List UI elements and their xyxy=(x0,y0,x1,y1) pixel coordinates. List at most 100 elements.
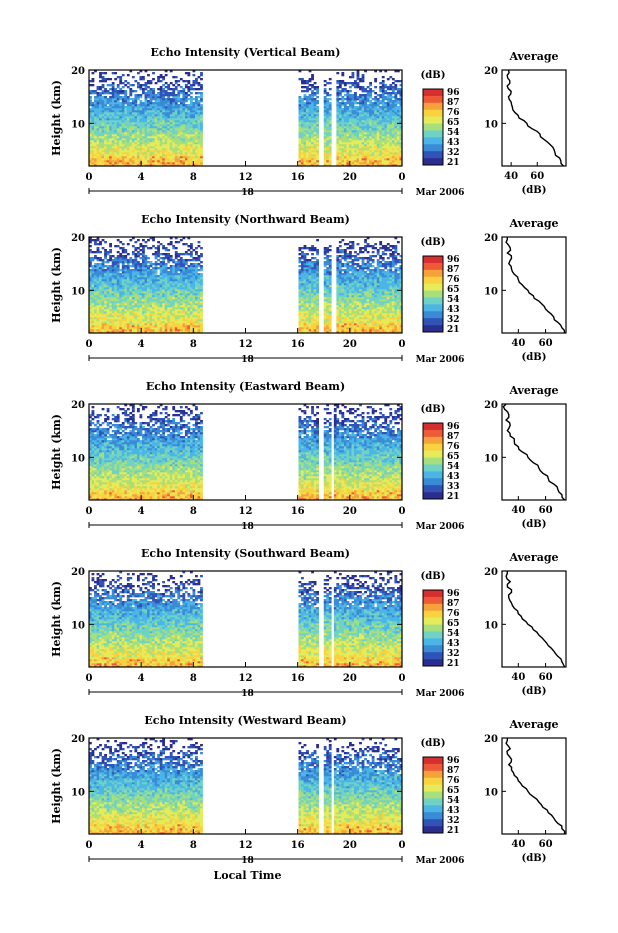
heatmap-cell xyxy=(152,138,155,140)
heatmap-cell xyxy=(114,116,117,118)
heatmap-cell xyxy=(129,118,132,120)
heatmap-cell xyxy=(170,88,173,90)
heatmap-cell xyxy=(185,269,188,271)
heatmap-cell xyxy=(117,267,120,269)
heatmap-cell xyxy=(185,311,188,313)
heatmap-cell xyxy=(367,146,370,148)
heatmap-cell xyxy=(182,118,185,120)
heatmap-cell xyxy=(309,120,312,122)
heatmap-cell xyxy=(394,158,397,160)
heatmap-cell xyxy=(190,148,193,150)
heatmap-cell xyxy=(346,120,349,122)
heatmap-cell xyxy=(122,247,125,249)
heatmap-cell xyxy=(172,271,175,273)
heatmap-cell xyxy=(364,148,367,150)
heatmap-cell xyxy=(122,243,125,245)
heatmap-cell xyxy=(177,291,180,293)
heatmap-cell xyxy=(122,277,125,279)
heatmap-cell xyxy=(112,110,115,112)
heatmap-cell xyxy=(127,116,130,118)
heatmap-cell xyxy=(107,253,110,255)
heatmap-cell xyxy=(299,128,302,130)
heatmap-cell xyxy=(139,275,142,277)
heatmap-cell xyxy=(112,114,115,116)
heatmap-cell xyxy=(397,156,400,158)
heatmap-cell xyxy=(127,301,130,303)
heatmap-cell xyxy=(369,144,372,146)
heatmap-cell xyxy=(187,293,190,295)
heatmap-cell xyxy=(324,128,327,130)
heatmap-cell xyxy=(102,295,105,297)
heatmap-cell xyxy=(190,327,193,329)
heatmap-cell xyxy=(94,327,97,329)
heatmap-cell xyxy=(200,138,203,140)
heatmap-cell xyxy=(177,106,180,108)
heatmap-cell xyxy=(175,241,178,243)
heatmap-cell xyxy=(114,301,117,303)
heatmap-cell xyxy=(147,277,150,279)
heatmap-cell xyxy=(316,124,319,126)
heatmap-cell xyxy=(160,253,163,255)
heatmap-cell xyxy=(117,132,120,134)
heatmap-cell xyxy=(352,150,355,152)
heatmap-cell xyxy=(185,315,188,317)
heatmap-cell xyxy=(147,156,150,158)
heatmap-cell xyxy=(172,108,175,110)
heatmap-cell xyxy=(109,120,112,122)
heatmap-cell xyxy=(127,323,130,325)
heatmap-cell xyxy=(139,299,142,301)
heatmap-cell xyxy=(324,136,327,138)
heatmap-cell xyxy=(392,112,395,114)
heatmap-cell xyxy=(324,158,327,160)
heatmap-cell xyxy=(374,80,377,82)
heatmap-cell xyxy=(367,118,370,120)
heatmap-cell xyxy=(137,313,140,315)
heatmap-cell xyxy=(192,84,195,86)
heatmap-cell xyxy=(185,116,188,118)
heatmap-cell xyxy=(387,128,390,130)
heatmap-cell xyxy=(354,116,357,118)
heatmap-cell xyxy=(147,154,150,156)
heatmap-cell xyxy=(152,154,155,156)
heatmap-cell xyxy=(157,152,160,154)
heatmap-cell xyxy=(142,309,145,311)
heatmap-cell xyxy=(107,321,110,323)
heatmap-cell xyxy=(109,138,112,140)
heatmap-cell xyxy=(117,152,120,154)
heatmap-cell xyxy=(132,259,135,261)
heatmap-cell xyxy=(132,162,135,164)
heatmap-cell xyxy=(119,146,122,148)
heatmap-cell xyxy=(150,138,153,140)
heatmap-cell xyxy=(97,142,100,144)
heatmap-cell xyxy=(394,94,397,96)
heatmap-cell xyxy=(114,140,117,142)
heatmap-cell xyxy=(132,152,135,154)
heatmap-cell xyxy=(152,297,155,299)
heatmap-cell xyxy=(109,126,112,128)
heatmap-cell xyxy=(107,84,110,86)
heatmap-cell xyxy=(309,104,312,106)
heatmap-cell xyxy=(175,98,178,100)
heatmap-cell xyxy=(352,122,355,124)
heatmap-cell xyxy=(392,138,395,140)
heatmap-cell xyxy=(150,116,153,118)
heatmap-cell xyxy=(394,132,397,134)
heatmap-cell xyxy=(167,267,170,269)
heatmap-cell xyxy=(114,269,117,271)
heatmap-cell xyxy=(99,277,102,279)
heatmap-cell xyxy=(372,98,375,100)
heatmap-cell xyxy=(198,82,201,84)
heatmap-cell xyxy=(107,281,110,283)
heatmap-cell xyxy=(352,158,355,160)
heatmap-cell xyxy=(359,78,362,80)
heatmap-cell xyxy=(339,90,342,92)
heatmap-cell xyxy=(394,160,397,162)
heatmap-cell xyxy=(152,90,155,92)
heatmap-cell xyxy=(172,98,175,100)
heatmap-cell xyxy=(165,269,168,271)
heatmap-cell xyxy=(132,110,135,112)
heatmap-cell xyxy=(349,152,352,154)
heatmap-cell xyxy=(352,148,355,150)
heatmap-cell xyxy=(314,144,317,146)
heatmap-cell xyxy=(102,263,105,265)
